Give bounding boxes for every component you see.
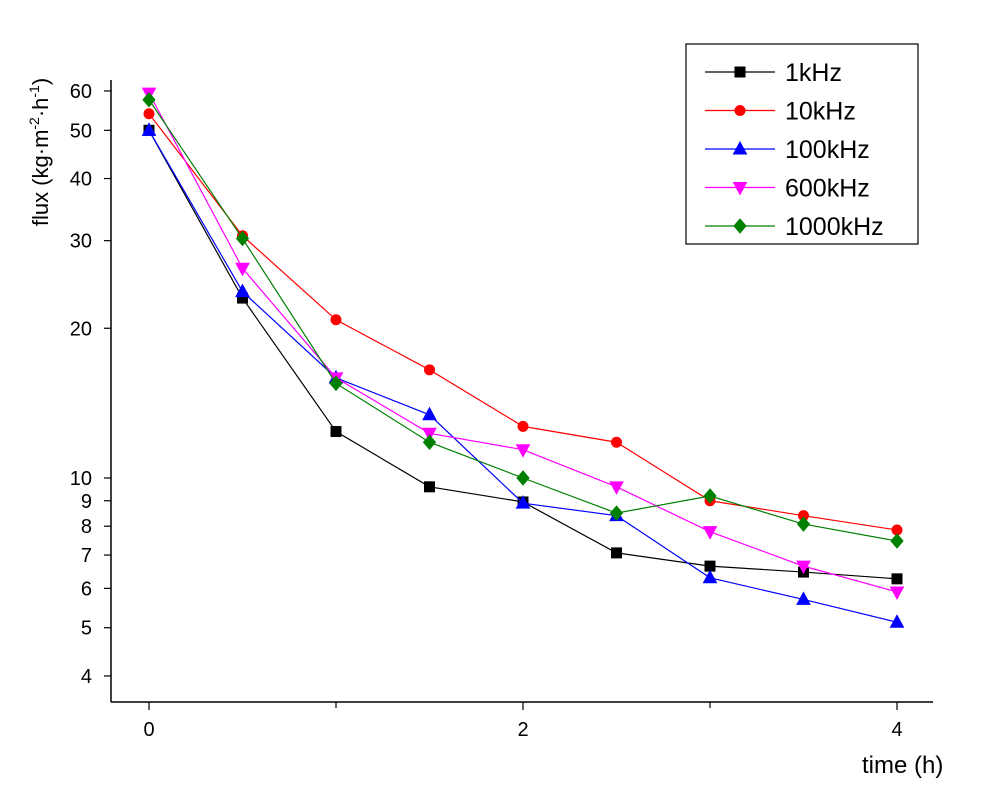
legend-marker xyxy=(732,182,748,196)
y-tick-label: 6 xyxy=(81,578,92,600)
data-point xyxy=(330,314,342,326)
y-tick-label: 9 xyxy=(81,491,92,513)
series-1000kHz xyxy=(142,91,904,549)
data-point xyxy=(704,560,716,572)
data-point xyxy=(235,283,250,298)
data-point xyxy=(422,406,437,421)
y-tick-label: 10 xyxy=(70,468,92,490)
y-tick-label: 7 xyxy=(81,545,92,567)
data-point xyxy=(889,586,905,601)
data-point xyxy=(329,375,343,392)
x-tick-label: 4 xyxy=(891,719,902,741)
legend-marker xyxy=(734,66,746,78)
data-point xyxy=(422,434,437,451)
x-tick-label: 0 xyxy=(143,719,154,741)
data-point xyxy=(141,122,157,136)
data-point xyxy=(235,230,250,247)
data-point xyxy=(515,495,531,509)
y-tick-label: 20 xyxy=(70,318,92,340)
y-tick-label: 40 xyxy=(70,169,92,191)
axes xyxy=(110,80,933,703)
data-point xyxy=(611,436,622,448)
legend-label: 600kHz xyxy=(785,175,870,203)
y-tick-label: 60 xyxy=(70,81,92,103)
data-point xyxy=(235,262,250,277)
series-group xyxy=(141,87,905,628)
legend-box xyxy=(685,43,919,245)
data-point xyxy=(796,516,811,532)
data-point xyxy=(515,444,531,458)
legend-marker xyxy=(733,218,747,234)
data-point xyxy=(609,481,624,495)
y-tick-label: 4 xyxy=(81,666,92,688)
x-tick-label: 2 xyxy=(517,719,528,741)
legend-marker xyxy=(734,105,746,116)
legend-marker xyxy=(732,140,748,155)
x-axis-label: time (h) xyxy=(862,752,943,779)
data-point xyxy=(422,427,437,442)
data-point xyxy=(609,505,624,521)
data-point xyxy=(702,569,718,584)
legend-label: 10kHz xyxy=(785,98,856,126)
series-10kHz xyxy=(143,108,903,536)
data-point xyxy=(516,470,530,486)
y-axis-label: flux (kg·m-2·h-1) xyxy=(26,78,53,226)
data-point xyxy=(424,481,435,493)
legend-label: 1kHz xyxy=(785,59,842,87)
data-point xyxy=(703,488,717,504)
y-tick-label: 30 xyxy=(70,231,92,253)
data-point xyxy=(889,614,905,628)
data-point xyxy=(796,560,811,575)
data-point xyxy=(796,591,811,605)
data-point xyxy=(330,426,342,438)
data-point xyxy=(143,108,155,120)
y-tick-label: 8 xyxy=(81,516,92,538)
data-point xyxy=(611,547,622,559)
legend: 1kHz 10kHz 100kHz 600kHz 1000kHz xyxy=(685,43,919,245)
y-tick-label: 5 xyxy=(81,618,92,640)
legend-label: 1000kHz xyxy=(785,213,884,241)
data-point xyxy=(517,420,529,432)
data-point xyxy=(424,364,435,376)
legend-label: 100kHz xyxy=(785,136,870,164)
data-point xyxy=(702,526,718,540)
y-ticks: 4 5 6 7 8 910 20 30 40 50 60 xyxy=(70,81,111,688)
series-600kHz xyxy=(141,87,905,601)
data-point xyxy=(142,91,156,108)
data-point xyxy=(890,533,904,549)
x-ticks: 0 2 4 xyxy=(143,702,903,741)
y-tick-label: 50 xyxy=(70,120,92,142)
data-point xyxy=(891,573,903,585)
